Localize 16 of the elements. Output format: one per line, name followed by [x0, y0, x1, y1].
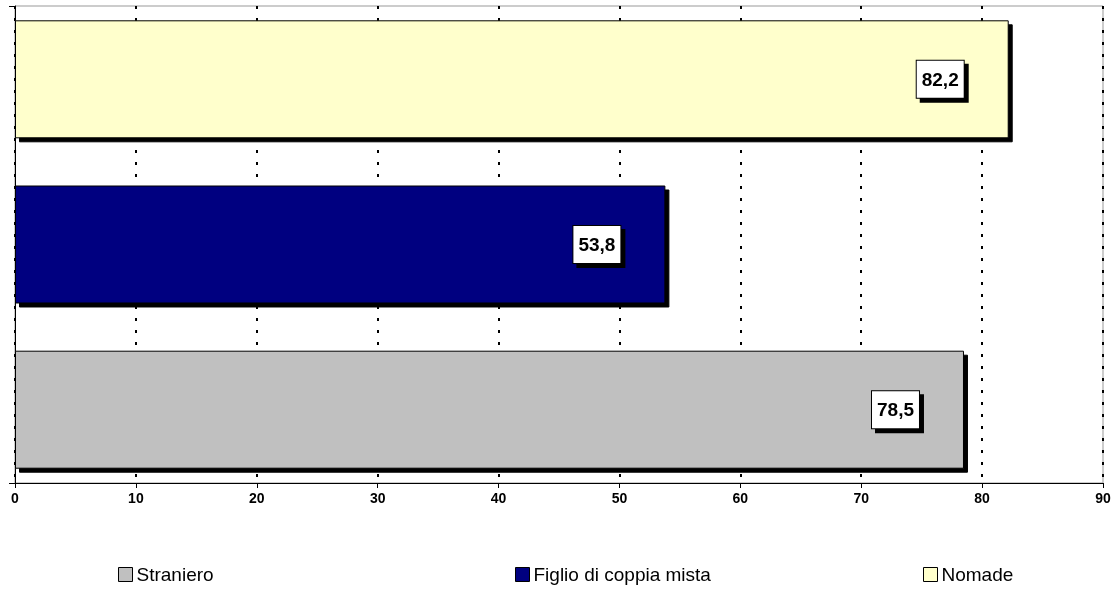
x-tick-label: 20 — [248, 490, 265, 506]
x-tick-label: 70 — [853, 490, 870, 506]
legend-label: Straniero — [136, 564, 214, 585]
legend-label: Figlio di coppia mista — [533, 564, 712, 585]
legend-label: Nomade — [941, 564, 1014, 585]
x-tick-label: 60 — [732, 490, 749, 506]
data-label: 53,8 — [578, 234, 616, 255]
x-tick-label: 50 — [611, 490, 628, 506]
data-label: 82,2 — [921, 68, 959, 90]
x-tick-label: 90 — [1095, 490, 1111, 506]
x-tick-label: 40 — [490, 490, 507, 506]
x-tick-label: 0 — [11, 490, 20, 506]
x-tick-label: 10 — [128, 490, 144, 506]
x-tick-label: 80 — [974, 490, 991, 506]
x-tick-label: 30 — [369, 490, 386, 506]
data-label: 78,5 — [876, 399, 915, 421]
